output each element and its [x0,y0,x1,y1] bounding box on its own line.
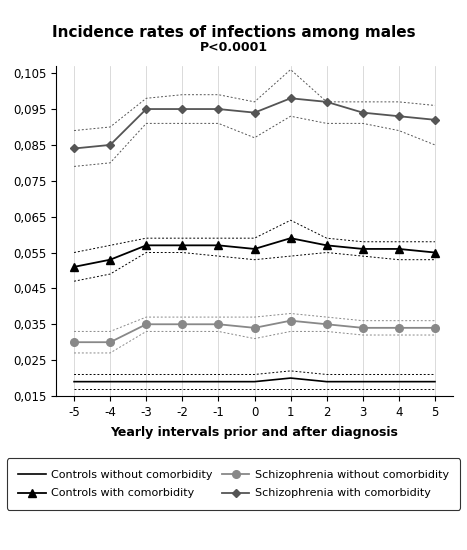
Text: Incidence rates of infections among males: Incidence rates of infections among male… [52,25,415,40]
Legend: Controls without comorbidity, Controls with comorbidity, Schizophrenia without c: Controls without comorbidity, Controls w… [7,459,460,509]
X-axis label: Yearly intervals prior and after diagnosis: Yearly intervals prior and after diagnos… [111,426,398,439]
Text: P<0.0001: P<0.0001 [199,41,268,54]
